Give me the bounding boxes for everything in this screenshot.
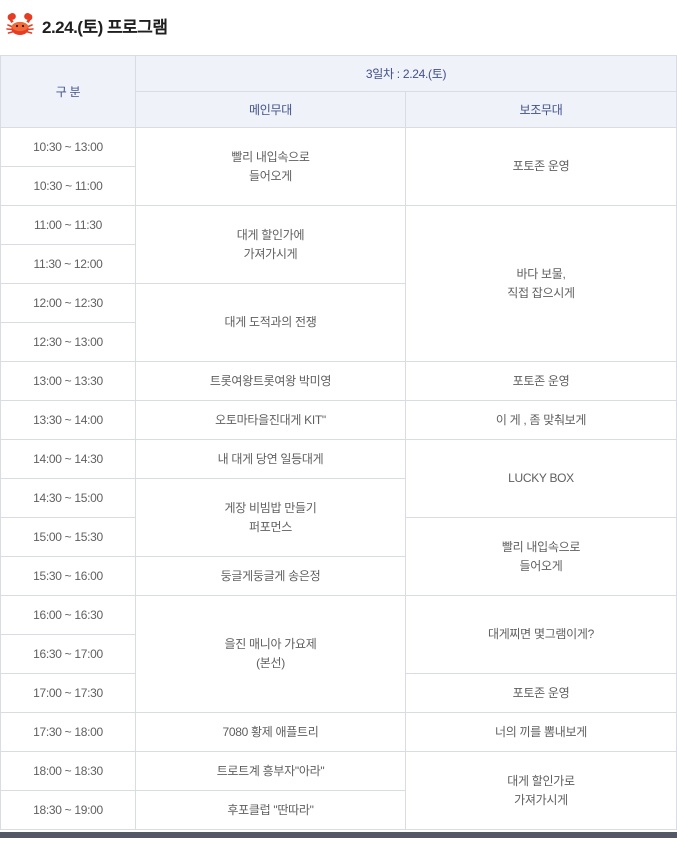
time-cell: 12:30 ~ 13:00 [0, 322, 136, 362]
main-event-cell: 내 대게 당연 일등대게 [135, 439, 406, 479]
time-cell: 12:00 ~ 12:30 [0, 283, 136, 323]
crab-icon [6, 13, 34, 35]
time-cell: 14:30 ~ 15:00 [0, 478, 136, 518]
main-event-cell: 을진 매니아 가요제 (본선) [135, 595, 406, 713]
main-event-cell: 대게 도적과의 전쟁 [135, 283, 406, 362]
sub-event-cell: 포토존 운영 [405, 361, 677, 401]
header-day-cell: 3일차 : 2.24.(토) [135, 55, 677, 92]
table-row: 10:30 ~ 13:00 빨리 내입속으로 들어오게 포토존 운영 [0, 127, 677, 206]
time-cell: 16:30 ~ 17:00 [0, 634, 136, 674]
table-row: 11:30 ~ 12:00 [0, 244, 677, 284]
main-event-cell: 빨리 내입속으로 들어오게 [135, 127, 406, 206]
header-row-1: 구 분 3일차 : 2.24.(토) [0, 55, 677, 128]
table-row: 14:00 ~ 14:30 내 대게 당연 일등대게 LUCKY BOX [0, 439, 677, 518]
time-cell: 15:30 ~ 16:00 [0, 556, 136, 596]
table-row: 13:00 ~ 13:30 트롯여왕트롯여왕 박미영 포토존 운영 [0, 361, 677, 401]
sub-event-cell: 빨리 내입속으로 들어오게 [405, 517, 677, 596]
main-event-cell: 게장 비빔밥 만들기 퍼포먼스 [135, 478, 406, 557]
time-cell: 17:30 ~ 18:00 [0, 712, 136, 752]
sub-event-cell: 바다 보물, 직접 잡으시게 [405, 205, 677, 362]
sub-event-cell: 너의 끼를 뽐내보게 [405, 712, 677, 752]
header-sub-stage-cell: 보조무대 [405, 91, 677, 128]
time-cell: 13:00 ~ 13:30 [0, 361, 136, 401]
time-cell: 13:30 ~ 14:00 [0, 400, 136, 440]
table-row: 18:30 ~ 19:00 후포클럽 "딴따라" [0, 790, 677, 830]
time-cell: 11:30 ~ 12:00 [0, 244, 136, 284]
sub-event-cell: 이 게 , 좀 맞춰보게 [405, 400, 677, 440]
footer-strip [0, 832, 677, 838]
sub-event-cell: 포토존 운영 [405, 673, 677, 713]
main-event-cell: 오토마타을진대게 KIT" [135, 400, 406, 440]
time-cell: 14:00 ~ 14:30 [0, 439, 136, 479]
main-event-cell: 트로트계 흥부자"아라" [135, 751, 406, 791]
main-event-cell: 둥글게둥글게 송은정 [135, 556, 406, 596]
sub-event-cell: 대게 할인가로 가져가시게 [405, 751, 677, 830]
sub-event-cell: 대게찌면 몇그램이게? [405, 595, 677, 674]
program-table: 구 분 3일차 : 2.24.(토) 메인무대 보조무대 10:30 ~ 13:… [0, 55, 677, 830]
sub-event-cell: LUCKY BOX [405, 439, 677, 518]
main-event-cell: 후포클럽 "딴따라" [135, 790, 406, 830]
time-cell: 18:00 ~ 18:30 [0, 751, 136, 791]
time-cell: 10:30 ~ 13:00 [0, 127, 136, 167]
table-row: 16:00 ~ 16:30 을진 매니아 가요제 (본선) 대게찌면 몇그램이게… [0, 595, 677, 713]
table-row: 11:00 ~ 11:30 대게 할인가에 가져가시게 바다 보물, 직접 잡으… [0, 205, 677, 362]
sub-event-cell: 포토존 운영 [405, 127, 677, 206]
page-title: 2.24.(토) 프로그램 [42, 17, 168, 37]
table-row: 17:30 ~ 18:00 7080 황제 애플트리 너의 끼를 뽐내보게 [0, 712, 677, 752]
table-row: 14:30 ~ 15:00 게장 비빔밥 만들기 퍼포먼스 [0, 478, 677, 557]
main-event-cell: 트롯여왕트롯여왕 박미영 [135, 361, 406, 401]
time-cell: 17:00 ~ 17:30 [0, 673, 136, 713]
time-cell: 16:00 ~ 16:30 [0, 595, 136, 635]
table-row: 12:00 ~ 12:30 대게 도적과의 전쟁 [0, 283, 677, 362]
header-category-cell: 구 분 [0, 55, 136, 128]
time-cell: 11:00 ~ 11:30 [0, 205, 136, 245]
main-event-cell: 대게 할인가에 가져가시게 [135, 205, 406, 284]
time-cell: 15:00 ~ 15:30 [0, 517, 136, 557]
header-main-stage-cell: 메인무대 [135, 91, 406, 128]
table-row: 15:30 ~ 16:00 둥글게둥글게 송은정 [0, 556, 677, 596]
table-row: 10:30 ~ 11:00 [0, 166, 677, 206]
header-row-2: 메인무대 보조무대 [1, 91, 677, 128]
time-cell: 18:30 ~ 19:00 [0, 790, 136, 830]
main-event-cell: 7080 황제 애플트리 [135, 712, 406, 752]
time-cell: 10:30 ~ 11:00 [0, 166, 136, 206]
table-row: 16:30 ~ 17:00 [0, 634, 677, 674]
table-row: 13:30 ~ 14:00 오토마타을진대게 KIT" 이 게 , 좀 맞춰보게 [0, 400, 677, 440]
table-row: 17:00 ~ 17:30 포토존 운영 [0, 673, 677, 713]
table-row: 18:00 ~ 18:30 트로트계 흥부자"아라" 대게 할인가로 가져가시게 [0, 751, 677, 830]
page-header: 2.24.(토) 프로그램 [5, 9, 677, 41]
